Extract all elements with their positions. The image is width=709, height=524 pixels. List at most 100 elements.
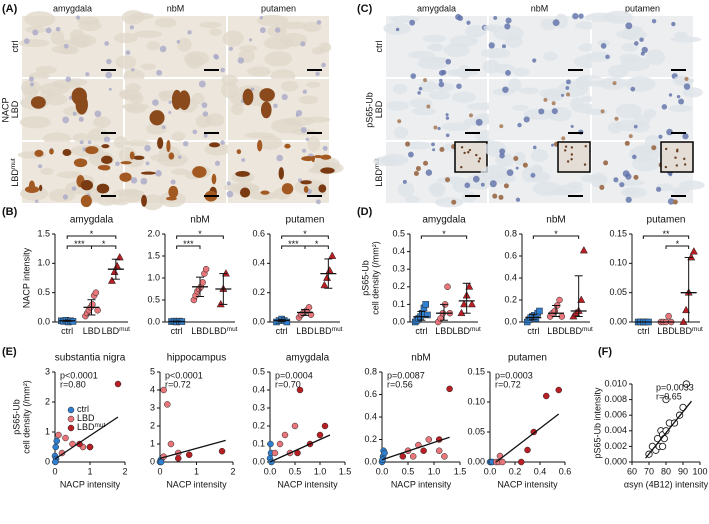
nucleus [203, 133, 208, 138]
granule [564, 145, 568, 148]
panel-label: (A) [2, 3, 18, 15]
nucleus [75, 15, 81, 20]
data-point [328, 251, 337, 259]
granule [664, 165, 668, 169]
data-point [202, 265, 210, 273]
tissue [513, 151, 526, 166]
micrograph [19, 76, 123, 145]
y-tick-label: 0.4 [364, 411, 377, 421]
nucleus [600, 43, 607, 49]
x-tick-label-text: ctrl [276, 326, 288, 336]
data-point [543, 392, 550, 400]
tissue [580, 95, 594, 103]
granule [467, 151, 470, 154]
y-tick-label: 0.3 [252, 402, 265, 412]
nucleus [29, 82, 35, 87]
y-tick-label: 0.2 [504, 294, 517, 304]
tissue [246, 66, 271, 77]
row-label-text: ctrl [374, 41, 384, 53]
granule [614, 116, 619, 121]
data-point [518, 458, 525, 466]
chart-title: substantia nigra [55, 353, 126, 364]
data-point [460, 299, 469, 308]
inclusion [99, 164, 111, 171]
legend-label: LBDmut [77, 422, 106, 433]
data-point [164, 401, 171, 408]
nucleus [71, 186, 77, 191]
row-label: LBD [10, 100, 20, 118]
nucleus [504, 23, 511, 30]
nucleus [315, 71, 320, 77]
y-tick-label: 0.008 [604, 394, 627, 404]
y-tick-label: 0.5 [392, 228, 405, 238]
inclusion [320, 167, 335, 174]
significance-label: * [198, 229, 202, 239]
nucleus [38, 164, 43, 169]
tissue [145, 123, 168, 135]
granule [499, 124, 504, 129]
nucleus [625, 173, 632, 180]
tissue [422, 34, 447, 43]
nucleus [108, 87, 112, 91]
y-tick-label: 0.002 [604, 441, 627, 451]
inclusion [239, 187, 251, 198]
data-point [157, 458, 165, 466]
nucleus [155, 170, 162, 177]
granule [415, 166, 421, 172]
tissue [380, 153, 409, 167]
granule [445, 177, 451, 183]
data-point [499, 458, 506, 466]
granule [478, 157, 482, 160]
data-point [662, 395, 670, 404]
tissue [620, 57, 651, 72]
nucleus [625, 22, 633, 30]
y-tick-label: 0.0 [252, 316, 265, 326]
tissue [412, 107, 437, 116]
y-tick-label: 0.10 [609, 258, 627, 268]
row-label-text: LBD [374, 100, 384, 118]
column-header: nbM [531, 3, 549, 13]
data-point [94, 307, 101, 314]
inclusion [34, 149, 44, 157]
data-point [465, 282, 474, 290]
tissue [419, 80, 437, 93]
y-tick-label: 0.0 [364, 456, 377, 466]
granule [683, 163, 687, 166]
inclusion [281, 183, 294, 195]
y-tick-label: 0.00 [609, 316, 627, 326]
tissue [457, 65, 472, 80]
nucleus [552, 19, 560, 27]
fit-line [495, 413, 560, 463]
panel-label: (D) [357, 206, 373, 218]
tissue [113, 32, 138, 44]
annotation: r=0.56 [387, 379, 413, 389]
tissue [65, 78, 88, 86]
tissue [118, 189, 144, 203]
nucleus [159, 45, 167, 53]
legend-label: ctrl [77, 404, 89, 414]
x-tick-label: 0 [157, 466, 162, 476]
inclusion [133, 155, 145, 160]
inclusion [168, 152, 175, 160]
data-point [425, 436, 433, 443]
row-label-text: ctrl [10, 41, 20, 53]
nucleus [517, 122, 522, 128]
granule [599, 184, 605, 190]
tissue [171, 131, 186, 142]
nucleus [248, 38, 253, 42]
panel-label: (C) [357, 3, 373, 15]
data-point [325, 266, 334, 274]
annotation: p=0.0087 [387, 370, 425, 380]
inclusion [71, 87, 88, 106]
nucleus [565, 86, 570, 90]
tissue [69, 34, 97, 47]
nucleus [505, 70, 511, 76]
granule [468, 148, 472, 152]
inclusion [236, 149, 242, 155]
significance-label: * [90, 229, 94, 239]
tissue [461, 191, 477, 203]
x-tick-label: ctrl [637, 326, 649, 336]
tissue [123, 139, 152, 147]
nucleus [65, 76, 72, 82]
granule [551, 101, 556, 106]
